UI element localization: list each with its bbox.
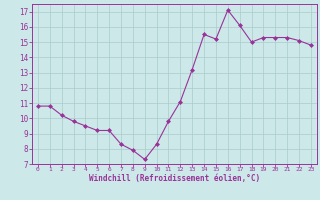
X-axis label: Windchill (Refroidissement éolien,°C): Windchill (Refroidissement éolien,°C) [89,174,260,183]
